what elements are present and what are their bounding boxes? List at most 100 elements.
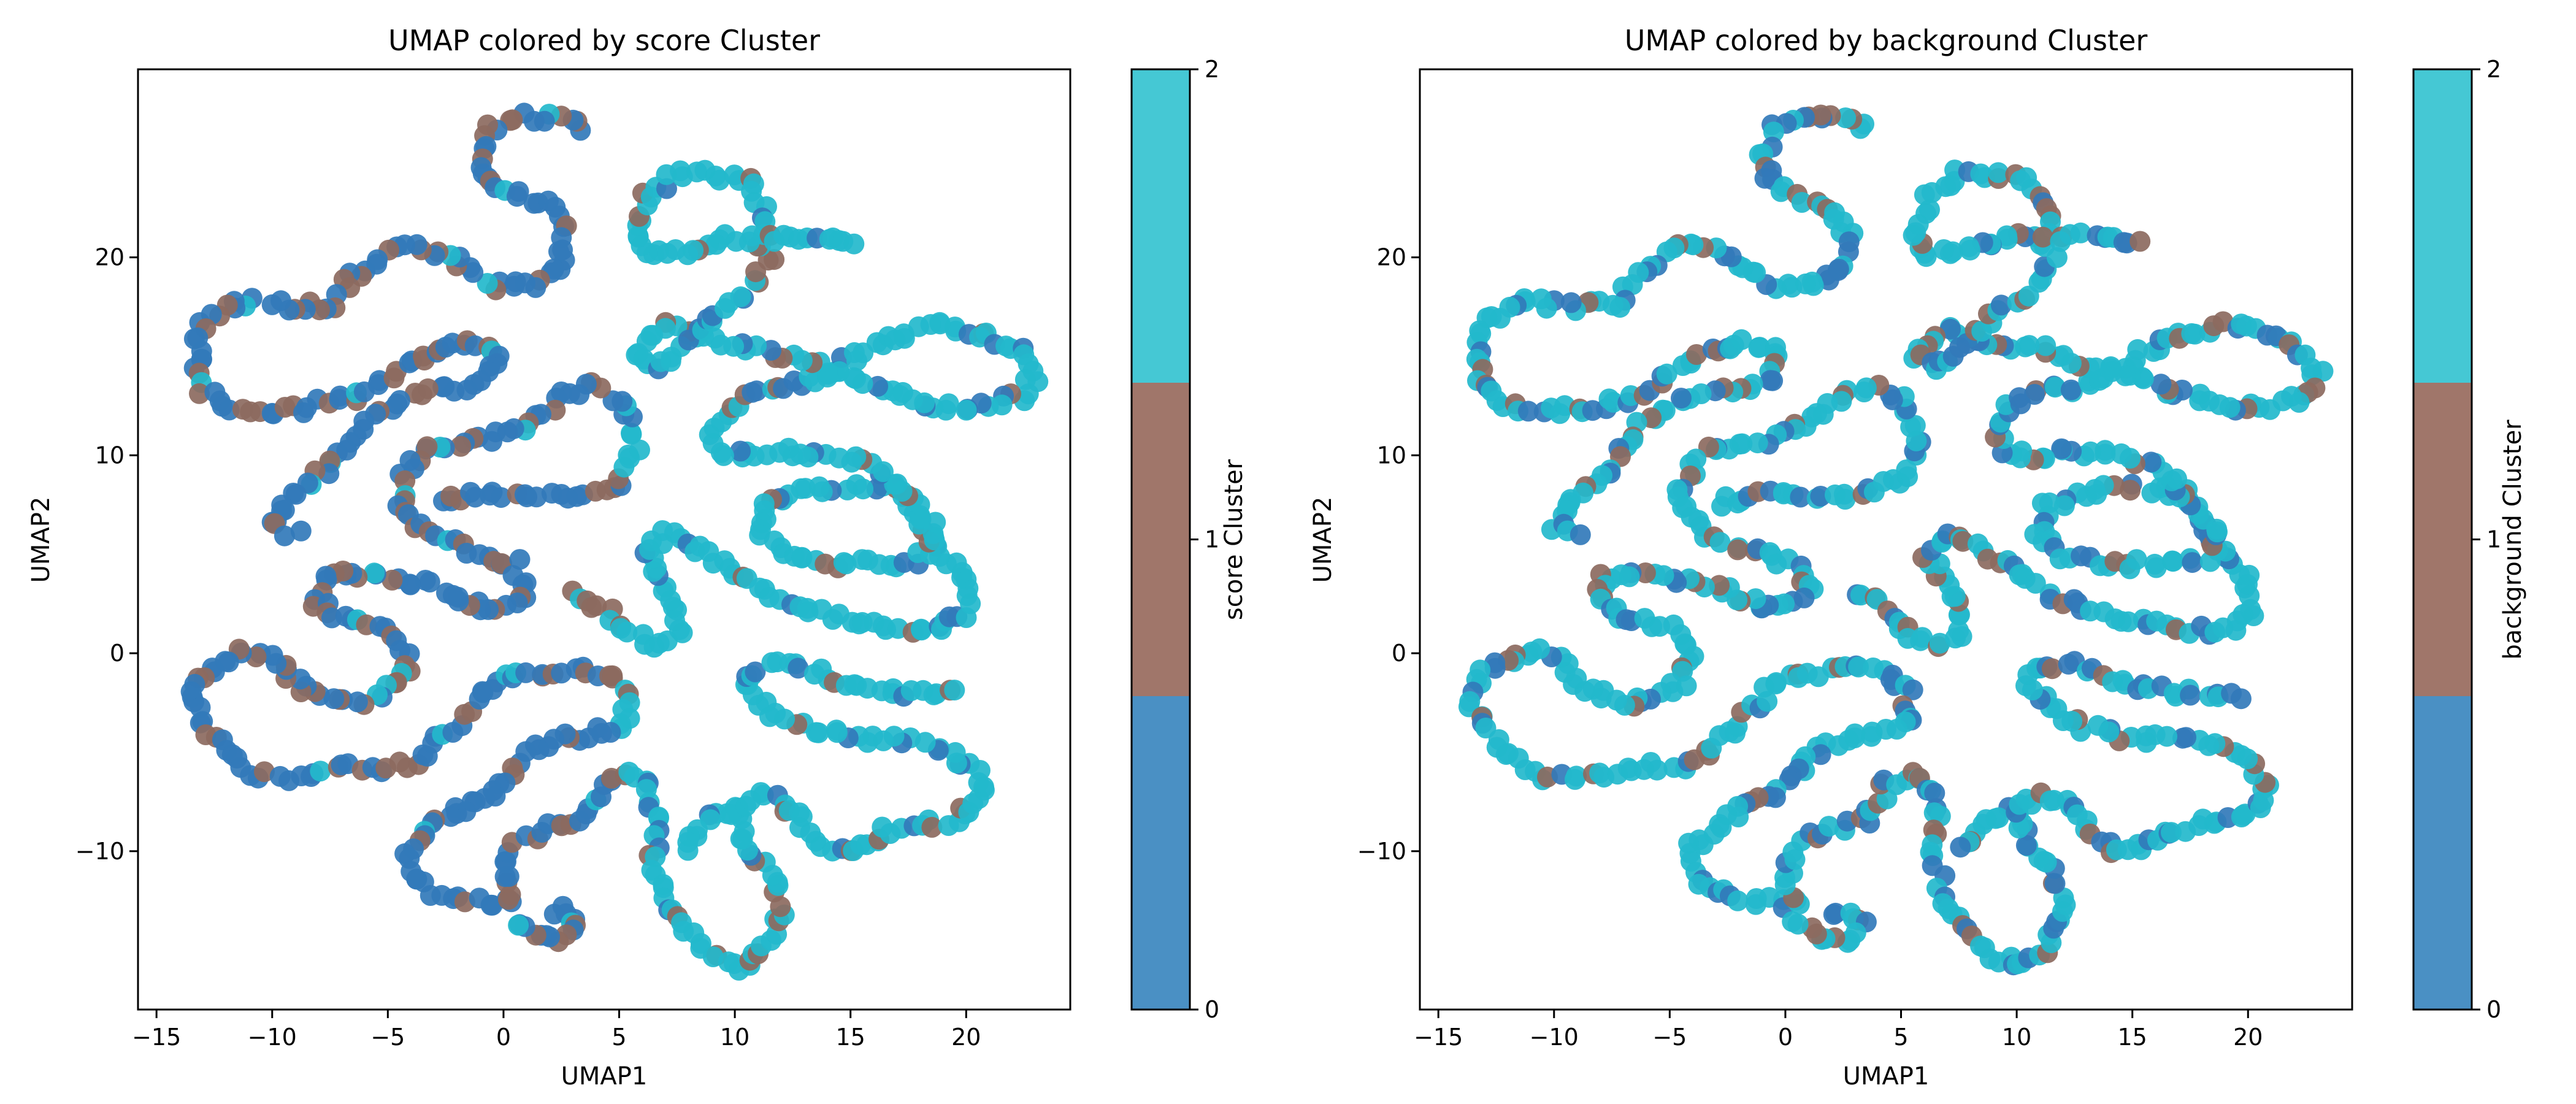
x-tick-label: −5 <box>1652 1024 1687 1051</box>
colorbar-label-background: background Cluster <box>2499 420 2527 660</box>
scatter-point <box>1760 370 1781 391</box>
panel-score: UMAP colored by score Cluster −15 −10 −5 0 5… <box>27 24 1248 1091</box>
scatter-point <box>490 487 512 508</box>
scatter-point <box>826 719 847 741</box>
scatter-point <box>329 385 351 407</box>
scatter-point <box>677 840 699 861</box>
scatter-point <box>480 894 502 916</box>
x-tick-label: −15 <box>1414 1024 1463 1051</box>
scatter-point <box>2110 443 2132 464</box>
scatter-point <box>394 470 416 491</box>
scatter-point <box>944 680 965 701</box>
scatter-point <box>1791 192 1812 213</box>
x-tick-label: 20 <box>951 1024 981 1051</box>
y-tick-label: 10 <box>95 442 125 469</box>
y-tick-label: 0 <box>1392 640 1406 667</box>
chart-title-background: UMAP colored by background Cluster <box>1625 24 2148 57</box>
scatter-point <box>290 520 312 542</box>
scatter-point <box>1924 783 1945 803</box>
scatter-point <box>1671 388 1692 409</box>
scatter-point <box>2180 684 2201 706</box>
scatter-point <box>1896 459 1917 480</box>
scatter-point <box>2189 390 2210 412</box>
scatter-point <box>1782 911 1803 932</box>
scatter-point <box>2025 573 2046 594</box>
scatter-point <box>956 399 977 421</box>
scatter-point <box>2087 715 2109 736</box>
scatter-point <box>1747 432 1768 454</box>
scatter-point <box>1790 486 1811 508</box>
x-axis-background: −15 −10 −5 0 5 10 15 20 <box>1414 1010 2263 1051</box>
y-tick-label: 10 <box>1377 442 1406 469</box>
scatter-point <box>2172 727 2193 749</box>
scatter-point <box>506 186 527 207</box>
scatter-point <box>1560 292 1582 313</box>
scatter-point <box>1958 236 1980 258</box>
scatter-point <box>2163 551 2183 572</box>
scatter-point <box>621 423 642 444</box>
y-tick-label: 0 <box>110 640 125 667</box>
scatter-point <box>730 440 751 462</box>
scatter-point <box>2233 805 2254 826</box>
x-tick-label: 10 <box>2002 1024 2031 1051</box>
scatter-point <box>2144 553 2166 575</box>
scatter-point <box>1855 377 1877 399</box>
scatter-point <box>1950 837 1971 858</box>
scatter-point <box>1810 744 1831 765</box>
scatter-point <box>2100 358 2122 379</box>
x-tick-label: −10 <box>1530 1024 1579 1051</box>
scatter-point <box>730 286 751 307</box>
scatter-point <box>845 368 866 389</box>
scatter-point <box>2141 482 2163 504</box>
scatter-point <box>2044 873 2066 894</box>
colorbar-tick-label: 2 <box>1205 56 1219 83</box>
scatter-point <box>1996 229 2018 250</box>
colorbar-segment-0 <box>2413 696 2472 1010</box>
scatter-point <box>1990 294 2012 316</box>
scatter-point <box>1748 337 1769 358</box>
scatter-point <box>2060 379 2082 401</box>
scatter-point <box>2120 480 2141 501</box>
scatter-point <box>254 761 275 783</box>
panel-background: UMAP colored by background Cluster −15 −1… <box>1309 24 2527 1091</box>
scatter-point <box>2070 222 2091 243</box>
scatter-point <box>2032 226 2053 248</box>
scatter-point <box>745 661 766 683</box>
scatter-point <box>1727 890 1749 911</box>
x-tick-label: 5 <box>1893 1024 1908 1051</box>
colorbar-score: 0 1 2 <box>1130 56 1219 1023</box>
scatter-point <box>586 595 607 616</box>
colorbar-segment-1 <box>2413 383 2472 696</box>
scatter-point <box>2141 451 2162 473</box>
scatter-point <box>1745 588 1766 610</box>
scatter-point <box>1517 401 1539 422</box>
scatter-point <box>1763 121 1784 143</box>
chart-title-score: UMAP colored by score Cluster <box>388 24 820 57</box>
scatter-point <box>616 621 638 643</box>
scatter-plot-background <box>1458 104 2334 976</box>
scatter-point <box>508 914 529 936</box>
scatter-point <box>1988 162 2009 183</box>
scatter-point <box>837 479 858 500</box>
scatter-point <box>2129 231 2151 252</box>
colorbar-tick-label: 0 <box>1205 996 1219 1023</box>
x-axis-label-background: UMAP1 <box>1843 1062 1930 1091</box>
colorbar-tick-label: 1 <box>1205 526 1219 553</box>
y-axis-background: −10 0 10 20 <box>1357 244 1420 865</box>
scatter-point <box>1825 902 1846 924</box>
y-axis-label-background: UMAP2 <box>1309 497 1337 583</box>
scatter-point <box>1709 532 1731 553</box>
scatter-point <box>843 233 865 255</box>
scatter-point <box>1530 288 1552 310</box>
scatter-point <box>515 662 537 683</box>
y-axis-label-score: UMAP2 <box>27 497 55 583</box>
scatter-point <box>2035 335 2057 356</box>
scatter-point <box>1902 679 1923 700</box>
colorbar-tick-label: 2 <box>2486 56 2501 83</box>
scatter-point <box>1566 765 1587 787</box>
scatter-point <box>1933 239 1955 260</box>
scatter-point <box>440 806 462 827</box>
scatter-point <box>910 618 932 640</box>
scatter-point <box>1848 656 1869 678</box>
